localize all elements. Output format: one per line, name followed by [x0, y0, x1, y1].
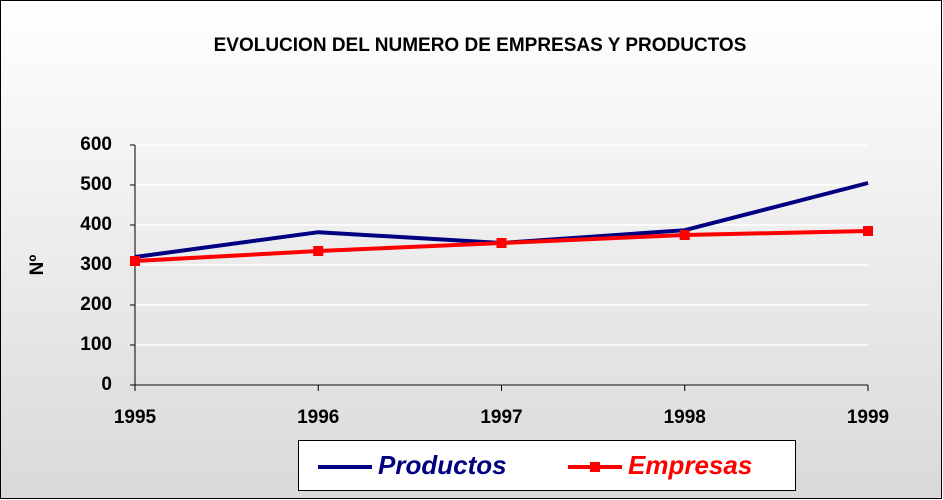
- chart-title: EVOLUCION DEL NUMERO DE EMPRESAS Y PRODU…: [214, 35, 747, 56]
- y-tick-label: 400: [80, 214, 112, 235]
- series-marker: [863, 226, 873, 236]
- legend-label: Productos: [378, 450, 507, 480]
- series-marker: [313, 246, 324, 256]
- y-tick-label: 200: [80, 294, 112, 315]
- legend-label: Empresas: [628, 450, 752, 480]
- y-tick-label: 500: [80, 174, 112, 195]
- x-tick-label: 1995: [114, 407, 157, 428]
- y-axis-label: Nº: [27, 255, 48, 276]
- legend-box: [298, 440, 796, 491]
- x-tick-label: 1998: [664, 407, 706, 428]
- y-tick-label: 0: [101, 374, 112, 395]
- y-tick-label: 100: [80, 334, 112, 355]
- series-marker: [130, 256, 140, 266]
- series-marker: [496, 238, 507, 248]
- y-tick-label: 300: [80, 254, 112, 275]
- x-tick-label: 1996: [297, 407, 339, 428]
- legend-marker: [590, 462, 600, 472]
- x-tick-label: 1999: [847, 407, 889, 428]
- y-tick-label: 600: [80, 134, 112, 155]
- x-tick-label: 1997: [480, 407, 522, 428]
- series-marker: [679, 230, 690, 240]
